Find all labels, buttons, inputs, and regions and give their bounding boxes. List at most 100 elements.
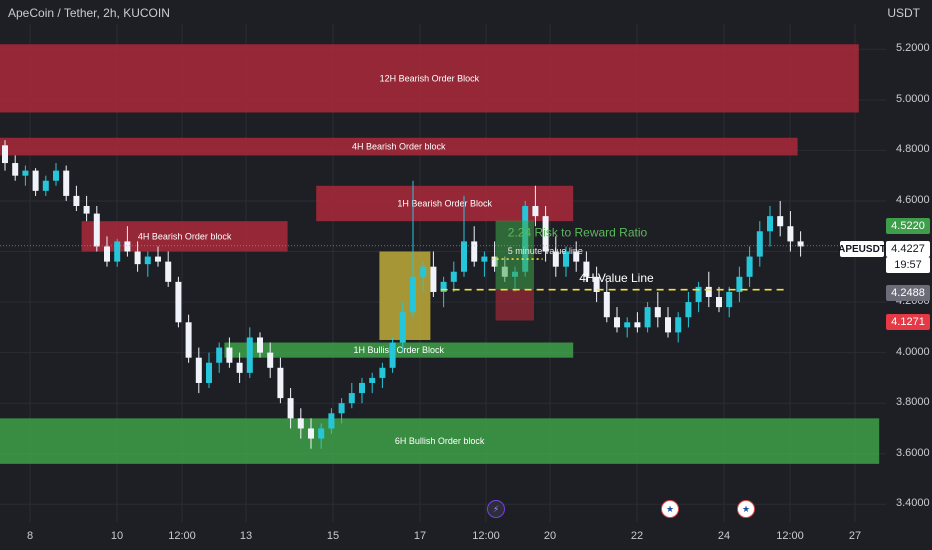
candle-body	[461, 241, 467, 272]
candle-body	[104, 246, 110, 262]
bolt-icon[interactable]: ⚡	[487, 500, 505, 518]
candle-body	[389, 342, 396, 368]
candle-body	[767, 216, 773, 232]
candle-body	[267, 352, 274, 368]
candle-body	[206, 362, 212, 383]
candle-body	[114, 241, 121, 262]
candle-body	[552, 251, 559, 267]
candle-body	[144, 256, 151, 265]
candle-body	[124, 241, 131, 252]
candle-body	[63, 170, 70, 196]
candle-body	[705, 286, 712, 298]
zone-label: 12H Bearish Order Block	[380, 73, 480, 83]
candle-body	[2, 145, 8, 164]
zone-label: 4H Bearish Order block	[352, 142, 446, 152]
candle-body	[491, 256, 498, 267]
zone-label: 4H Bearish Order block	[138, 231, 232, 241]
candle-body	[359, 382, 365, 394]
candle-body	[440, 281, 447, 292]
candle-body	[420, 266, 427, 277]
candle-body	[379, 367, 386, 378]
candle-body	[134, 251, 141, 265]
price-tick-label: 3.4000	[896, 497, 930, 510]
candle-body	[236, 362, 243, 373]
candle-body	[614, 317, 620, 328]
zone-label: 6H Bullish Order block	[395, 436, 485, 446]
candle-body	[654, 307, 661, 318]
time-tick-label: 27	[848, 530, 862, 542]
chart-title: ApeCoin / Tether, 2h, KUCOIN	[8, 6, 170, 20]
price-tick-label: 4.8000	[896, 143, 930, 156]
candle-body	[287, 398, 294, 419]
candle-body	[471, 241, 478, 262]
time-tick-label: 20	[543, 530, 557, 542]
candle-body	[716, 297, 722, 308]
zone-label: 1H Bearish Order Block	[397, 198, 492, 208]
candle-body	[430, 266, 437, 292]
time-tick-label: 12:00	[776, 530, 804, 542]
price-tick-label: 5.2000	[896, 42, 930, 55]
us-flag-icon[interactable]: ★	[661, 500, 679, 518]
candle-body	[328, 413, 335, 429]
candle-body	[12, 163, 19, 176]
time-tick-label: 22	[630, 530, 644, 542]
us-flag-icon[interactable]: ★	[737, 500, 755, 518]
candle-body	[583, 261, 590, 277]
candle-body	[563, 251, 569, 267]
candle-body	[195, 357, 202, 383]
candle-body	[695, 286, 702, 303]
candle-body	[277, 367, 284, 399]
price-tick-label: 3.6000	[896, 446, 930, 459]
candle-body	[624, 322, 631, 328]
price-unit: USDT	[887, 6, 920, 20]
candle-body	[165, 261, 172, 282]
candle-body	[93, 213, 100, 247]
candle-body	[369, 377, 376, 383]
candle-body	[185, 322, 192, 358]
candle-body	[246, 337, 253, 373]
candle-body	[308, 428, 314, 439]
candle-body	[53, 170, 59, 181]
candle-body	[746, 256, 753, 277]
candle-body	[257, 337, 263, 353]
time-tick-label: 8	[26, 530, 34, 542]
zone-label: 1H Bullish Order Block	[354, 345, 445, 355]
candle-body	[603, 291, 610, 318]
order-block-zone	[224, 342, 574, 358]
candle-body	[736, 276, 743, 292]
candle-body	[787, 226, 794, 242]
candle-body	[685, 302, 692, 318]
chart-annotation: 5 minute value line	[508, 246, 583, 256]
candle-timer-tag: 19:57	[886, 257, 930, 273]
stop-loss-zone	[495, 289, 534, 321]
symbol-label: APEUSDT	[838, 241, 886, 257]
candle-body	[573, 251, 580, 262]
order-block-zone	[0, 44, 859, 113]
order-block-zone	[316, 185, 574, 222]
chart-annotation: 4H Value Line	[579, 271, 654, 285]
candle-body	[634, 322, 641, 328]
price-tick-label: 4.0000	[896, 345, 930, 358]
candle-body	[318, 428, 325, 439]
price-tick-label: 4.6000	[896, 193, 930, 206]
stop-loss-price-tag: 4.1271	[886, 314, 930, 330]
price-tick-label: 3.8000	[896, 396, 930, 409]
candle-body	[216, 347, 223, 363]
order-block-zone	[0, 137, 798, 156]
time-tick-label: 17	[413, 530, 427, 542]
candle-body	[22, 170, 29, 176]
order-block-zone	[0, 418, 880, 464]
time-tick-label: 13	[239, 530, 253, 542]
candle-body	[593, 276, 600, 292]
candle-body	[450, 271, 457, 282]
time-tick-label: 24	[717, 530, 731, 542]
price-tick-label: 5.0000	[896, 92, 930, 105]
candle-body	[175, 281, 182, 323]
candle-body	[297, 418, 304, 429]
candle-body	[155, 256, 161, 262]
candle-body	[73, 195, 80, 207]
candle-body	[83, 206, 90, 214]
candle-body	[348, 393, 355, 404]
candle-body	[756, 231, 763, 257]
